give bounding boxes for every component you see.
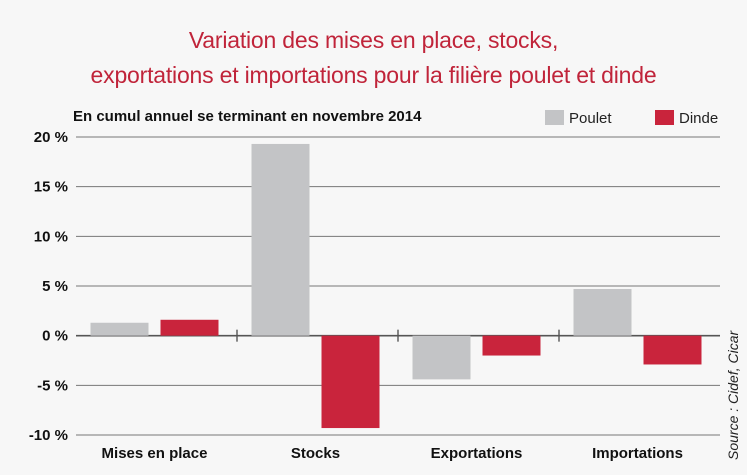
bar-poulet <box>251 143 310 336</box>
x-axis-categories: Mises en place Stocks Exportations Importat… <box>102 445 683 462</box>
legend-label-dinde: Dinde <box>679 110 718 127</box>
chart-title-line-1: Variation des mises en place, stocks, <box>188 27 559 53</box>
legend: Poulet Dinde <box>545 110 718 127</box>
y-tick-label: -10 % <box>29 427 68 444</box>
bar-poulet <box>573 288 632 336</box>
chart-title-line-2: exportations et importations pour la fil… <box>90 62 657 88</box>
y-axis-ticks: 20 % 15 % 10 % 5 % 0 % -5 % -10 % <box>29 129 68 444</box>
y-tick-label: 0 % <box>42 328 68 345</box>
x-category-label: Importations <box>592 445 683 462</box>
y-tick-label: -5 % <box>37 377 68 394</box>
bar-dinde <box>643 335 702 365</box>
y-tick-label: 10 % <box>34 228 68 245</box>
x-category-label: Exportations <box>431 445 523 462</box>
x-category-label: Stocks <box>291 445 340 462</box>
bar-poulet <box>412 335 471 380</box>
legend-label-poulet: Poulet <box>569 110 612 127</box>
y-tick-label: 20 % <box>34 129 68 146</box>
gridlines <box>76 136 720 436</box>
bar-poulet <box>90 322 149 336</box>
y-tick-label: 5 % <box>42 278 68 295</box>
bar-dinde <box>321 335 380 429</box>
x-category-label: Mises en place <box>102 445 208 462</box>
bar-dinde <box>160 319 219 336</box>
source-note: Source : Cidef, Cicar <box>725 330 741 460</box>
chart-subtitle: En cumul annuel se terminant en novembre… <box>73 108 422 125</box>
legend-swatch-dinde <box>655 110 674 125</box>
bar-dinde <box>482 335 541 356</box>
y-tick-label: 15 % <box>34 179 68 196</box>
bars <box>90 143 702 429</box>
legend-swatch-poulet <box>545 110 564 125</box>
